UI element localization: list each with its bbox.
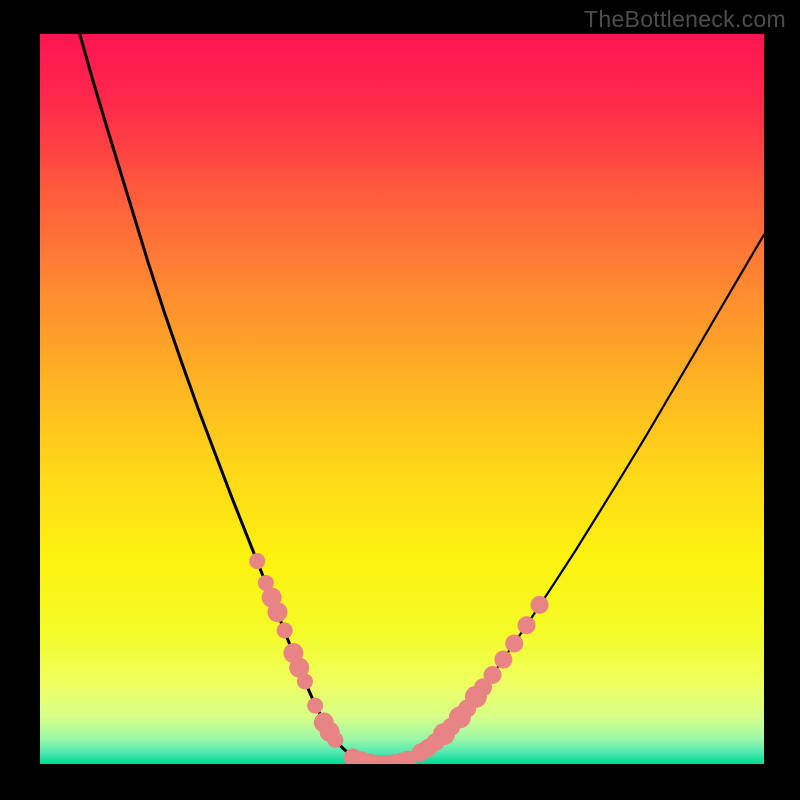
marker-left-markers (267, 602, 287, 622)
marker-left-markers (297, 674, 313, 690)
plot-background (40, 34, 764, 764)
marker-right-markers (518, 616, 536, 634)
bottleneck-chart (0, 0, 800, 800)
marker-left-markers (327, 732, 343, 748)
marker-right-markers (505, 635, 523, 653)
watermark-text: TheBottleneck.com (584, 6, 786, 33)
marker-right-markers (484, 666, 502, 684)
marker-right-markers (494, 651, 512, 669)
marker-left-markers (277, 622, 293, 638)
marker-left-markers (307, 698, 323, 714)
marker-left-markers (249, 553, 265, 569)
marker-right-markers (531, 596, 549, 614)
chart-container: TheBottleneck.com (0, 0, 800, 800)
